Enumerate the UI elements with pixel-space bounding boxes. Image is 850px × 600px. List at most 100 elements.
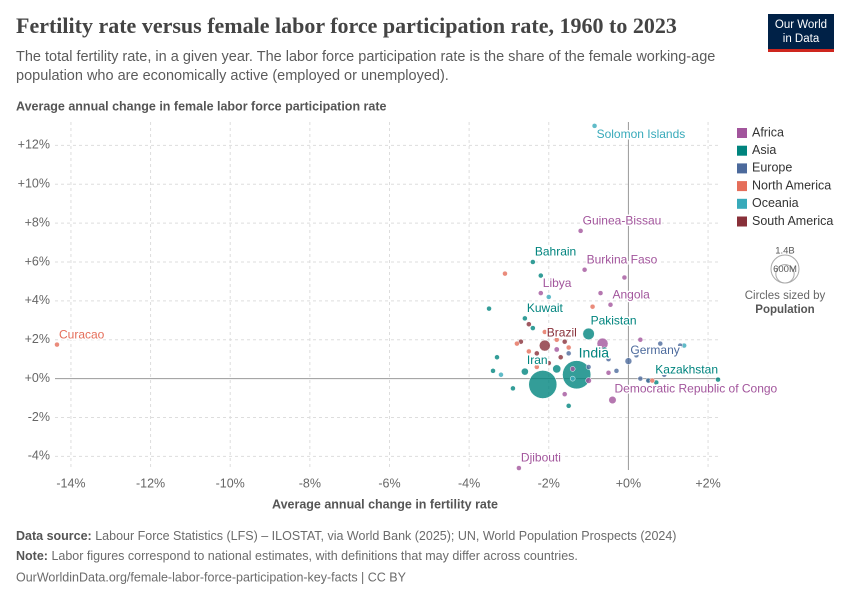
point xyxy=(546,294,552,300)
point-label: Libya xyxy=(543,276,572,290)
point xyxy=(589,348,596,355)
point xyxy=(601,346,608,353)
point-label: Brazil xyxy=(547,325,577,339)
x-tick-label: +2% xyxy=(695,476,720,490)
subtitle-line: population who are economically active (… xyxy=(16,68,449,84)
point xyxy=(582,327,595,340)
point-label: Burkina Faso xyxy=(587,252,658,266)
point-label: Germany xyxy=(630,343,679,357)
point-label: Pakistan xyxy=(591,313,637,327)
point xyxy=(624,357,633,365)
point xyxy=(521,367,529,376)
point xyxy=(591,123,598,129)
point xyxy=(569,366,576,372)
legend-swatch xyxy=(737,128,747,138)
legend-label: North America xyxy=(752,178,831,192)
logo-box xyxy=(768,14,834,52)
point xyxy=(565,344,572,351)
point xyxy=(561,391,568,397)
y-tick-label: +2% xyxy=(25,332,50,346)
source-label: Data source: xyxy=(16,529,92,543)
x-tick-label: -10% xyxy=(216,476,245,490)
x-tick-label: -14% xyxy=(56,476,85,490)
note-text: Labor figures correspond to national est… xyxy=(51,549,577,563)
point xyxy=(526,348,532,355)
point-label: Solomon Islands xyxy=(597,127,686,141)
point xyxy=(522,315,528,322)
point xyxy=(498,371,504,378)
url[interactable]: OurWorldinData.org/female-labor-force-pa… xyxy=(16,570,407,584)
point xyxy=(539,339,551,352)
point-label: Djibouti xyxy=(521,451,561,465)
x-tick-label: -12% xyxy=(136,476,165,490)
point xyxy=(490,368,496,374)
point xyxy=(502,270,508,277)
logo-text: Our World xyxy=(775,19,827,31)
size-legend-circle xyxy=(775,264,795,284)
legend-item[interactable]: North America xyxy=(737,178,831,192)
point xyxy=(557,354,564,360)
legend-item[interactable]: South America xyxy=(737,214,833,228)
note: Note: Labor figures correspond to nation… xyxy=(16,549,578,563)
legend-item[interactable]: Asia xyxy=(737,143,776,157)
logo[interactable]: Our World in Data xyxy=(768,14,834,52)
legend-item[interactable]: Europe xyxy=(737,161,792,175)
y-tick-label: +0% xyxy=(25,371,50,385)
y-tick-label: +4% xyxy=(25,293,50,307)
y-tick-label: +6% xyxy=(25,254,50,268)
point xyxy=(565,403,572,409)
y-tick-label: +10% xyxy=(18,177,50,191)
logo-bar xyxy=(768,49,834,52)
legend-label: Asia xyxy=(752,143,776,157)
point xyxy=(605,356,612,362)
point xyxy=(553,346,560,353)
x-axis-title: Average annual change in fertility rate xyxy=(272,497,498,511)
point-label: Bahrain xyxy=(535,245,576,259)
point xyxy=(633,352,640,359)
legend-swatch xyxy=(737,145,747,156)
chart-title: Fertility rate versus female labor force… xyxy=(16,13,677,38)
legend-swatch xyxy=(737,181,747,192)
legend-swatch xyxy=(737,198,747,209)
x-tick-label: -8% xyxy=(299,476,321,490)
point xyxy=(534,364,540,370)
x-tick-label: -6% xyxy=(378,476,400,490)
legend-item[interactable]: Oceania xyxy=(737,196,799,210)
size-legend-variable: Population xyxy=(755,304,814,316)
size-legend-label: 1.4B xyxy=(775,246,795,257)
point xyxy=(715,376,721,383)
size-legend-title: Circles sized by xyxy=(745,290,826,302)
x-tick-label: +0% xyxy=(616,476,641,490)
point xyxy=(526,321,532,327)
point xyxy=(577,228,584,234)
point xyxy=(637,336,644,343)
point xyxy=(562,360,592,390)
point xyxy=(514,340,520,347)
legend-label: South America xyxy=(752,214,833,228)
point xyxy=(486,305,492,312)
y-tick-label: +12% xyxy=(18,138,50,152)
logo-text: in Data xyxy=(783,33,820,45)
point xyxy=(530,259,536,265)
legend-label: Europe xyxy=(752,161,792,175)
points xyxy=(54,123,721,471)
point xyxy=(649,377,656,384)
legend-item[interactable]: Africa xyxy=(737,125,784,139)
point xyxy=(607,301,614,308)
point xyxy=(677,342,683,349)
point-label: India xyxy=(579,344,610,360)
size-legend-label: 600M xyxy=(773,264,797,275)
point xyxy=(589,303,596,310)
x-tick-label: -4% xyxy=(458,476,480,490)
point xyxy=(569,375,576,382)
note-label: Note: xyxy=(16,549,48,563)
point xyxy=(613,368,620,374)
point xyxy=(637,375,644,382)
source: Data source: Labour Force Statistics (LF… xyxy=(16,529,676,543)
y-tick-label: -2% xyxy=(28,410,50,424)
point xyxy=(538,272,544,279)
point xyxy=(528,370,558,399)
y-tick-label: -4% xyxy=(28,449,50,463)
y-axis-title: Average annual change in female labor fo… xyxy=(16,99,387,113)
point-label: Kazakhstan xyxy=(655,362,718,376)
